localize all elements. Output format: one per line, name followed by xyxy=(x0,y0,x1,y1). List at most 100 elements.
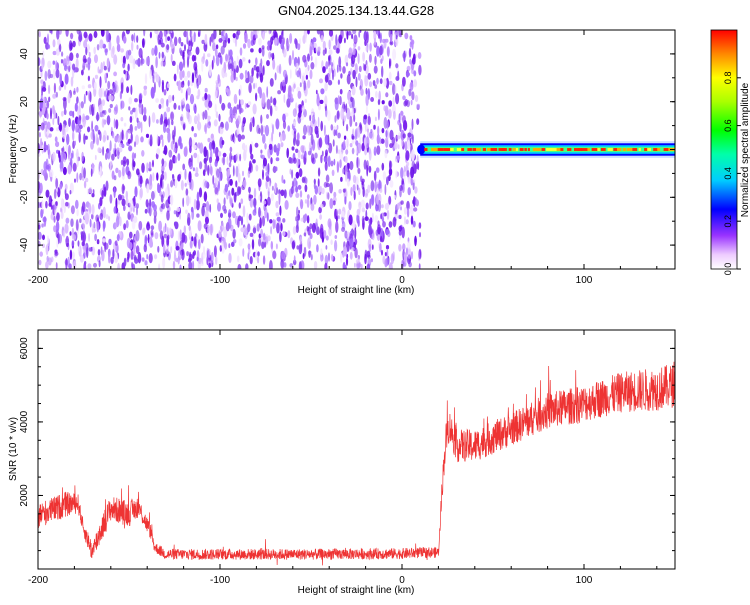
spectrogram-noise-cell xyxy=(55,141,60,148)
spectrogram-noise-cell xyxy=(38,259,42,266)
spectrogram-noise-cell xyxy=(346,178,350,187)
spectrogram-noise-cell xyxy=(362,62,365,71)
spectrogram-noise-cell xyxy=(38,131,41,138)
spectrogram-noise-cell xyxy=(38,57,41,67)
spectrogram-noise-cell xyxy=(97,66,100,74)
spectrogram-noise-cell xyxy=(148,253,153,264)
spectrogram-noise-cell xyxy=(119,216,122,227)
spectrogram-noise-cell xyxy=(382,171,387,181)
spectrogram-noise-cell xyxy=(371,194,375,206)
spectrogram-noise-cell xyxy=(261,92,266,105)
spectrogram-noise-cell xyxy=(139,187,143,199)
spectrogram-y-tick-label: -40 xyxy=(19,237,30,252)
spectrogram-noise-cell xyxy=(249,232,254,237)
signal-peak xyxy=(490,148,497,151)
spectrogram-noise-cell xyxy=(105,94,108,100)
spectrogram-noise-cell xyxy=(122,156,127,165)
spectrogram-noise-cell xyxy=(207,225,210,236)
spectrogram-noise-cell xyxy=(46,121,51,130)
spectrogram-noise-cell xyxy=(268,51,272,60)
spectrogram-noise-cell xyxy=(117,194,122,201)
spectrogram-noise-cell xyxy=(101,249,105,262)
spectrogram-noise-cell xyxy=(338,208,342,215)
spectrogram-noise-cell xyxy=(38,181,41,191)
spectrogram-noise-cell xyxy=(162,226,166,234)
spectrogram-noise-cell xyxy=(351,135,355,140)
spectrogram-noise-cell xyxy=(196,154,200,164)
spectrogram-noise-cell xyxy=(163,30,166,37)
spectrogram-noise-cell xyxy=(74,102,78,112)
spectrogram-noise-cell xyxy=(256,124,260,134)
spectrogram-noise-cell xyxy=(154,45,158,57)
spectrogram-noise-cell xyxy=(360,88,364,96)
spectrogram-noise-cell xyxy=(58,150,61,159)
spectrogram-noise-cell xyxy=(207,115,211,121)
spectrogram-noise-cell xyxy=(188,40,191,47)
spectrogram-noise-cell xyxy=(339,151,344,161)
signal-peak xyxy=(508,148,512,151)
spectrogram-noise-cell xyxy=(213,245,217,258)
spectrogram-noise-cell xyxy=(261,47,265,57)
spectrogram-noise-cell xyxy=(304,199,308,204)
spectrogram-noise-cell xyxy=(204,33,208,45)
spectrogram-noise-cell xyxy=(48,96,51,103)
spectrogram-noise-cell xyxy=(217,150,222,157)
spectrogram-noise-cell xyxy=(113,175,117,181)
spectrogram-noise-cell xyxy=(310,133,314,146)
spectrogram-noise-cell xyxy=(209,203,212,213)
spectrogram-noise-cell xyxy=(129,116,133,123)
spectrogram-noise-cell xyxy=(200,233,204,244)
spectrogram-noise-cell xyxy=(384,184,387,196)
spectrogram-noise-cell xyxy=(321,150,324,157)
signal-peak xyxy=(644,148,650,151)
signal-peak xyxy=(550,148,558,151)
spectrogram-noise-cell xyxy=(373,146,377,156)
spectrogram-noise-cell xyxy=(169,194,174,206)
spectrogram-noise-cell xyxy=(155,56,158,69)
spectrogram-noise-cell xyxy=(405,72,410,77)
spectrogram-noise-cell xyxy=(167,82,170,89)
spectrogram-noise-cell xyxy=(170,30,173,34)
spectrogram-noise-cell xyxy=(47,33,49,45)
spectrogram-noise-cell xyxy=(49,127,54,132)
spectrogram-noise-cell xyxy=(256,223,260,232)
spectrogram-noise-cell xyxy=(120,159,124,166)
spectrogram-noise-cell xyxy=(382,255,386,265)
spectrogram-noise-cell xyxy=(218,38,223,43)
spectrogram-noise-cell xyxy=(104,242,109,250)
spectrogram-noise-cell xyxy=(38,201,40,209)
spectrogram-noise-cell xyxy=(376,145,381,156)
spectrogram-noise-cell xyxy=(345,256,349,266)
spectrogram-noise-cell xyxy=(247,243,251,250)
spectrogram-noise-cell xyxy=(221,140,225,145)
spectrogram-noise-cell xyxy=(174,36,178,47)
spectrogram-noise-cell xyxy=(275,166,278,172)
spectrogram-noise-cell xyxy=(245,144,248,153)
spectrogram-noise-cell xyxy=(281,250,286,260)
spectrogram-noise-cell xyxy=(170,41,175,49)
spectrogram-noise-cell xyxy=(248,82,252,94)
spectrogram-noise-cell xyxy=(305,74,308,80)
spectrogram-noise-cell xyxy=(216,233,219,239)
spectrogram-noise-cell xyxy=(129,231,133,239)
spectrogram-noise-cell xyxy=(356,208,361,216)
spectrogram-noise-cell xyxy=(83,180,87,189)
spectrogram-noise-cell xyxy=(364,75,369,87)
spectrogram-noise-cell xyxy=(167,234,170,240)
spectrogram-noise-cell xyxy=(335,47,340,54)
spectrogram-noise-cell xyxy=(276,147,280,157)
spectrogram-noise-cell xyxy=(312,114,316,125)
spectrogram-noise-cell xyxy=(178,105,181,110)
spectrogram-noise-cell xyxy=(308,241,311,249)
spectrogram-noise-cell xyxy=(243,226,248,236)
spectrogram-noise-cell xyxy=(358,187,361,196)
spectrogram-noise-cell xyxy=(367,115,372,126)
spectrogram-noise-cell xyxy=(89,91,92,103)
spectrogram-noise-cell xyxy=(204,162,208,172)
spectrogram-noise-cell xyxy=(206,149,209,161)
spectrogram-noise-cell xyxy=(126,86,130,94)
spectrogram-noise-cell xyxy=(185,209,188,214)
spectrogram-noise-cell xyxy=(263,157,267,167)
spectrogram-noise-cell xyxy=(411,91,415,101)
spectrogram-noise-cell xyxy=(195,167,199,175)
